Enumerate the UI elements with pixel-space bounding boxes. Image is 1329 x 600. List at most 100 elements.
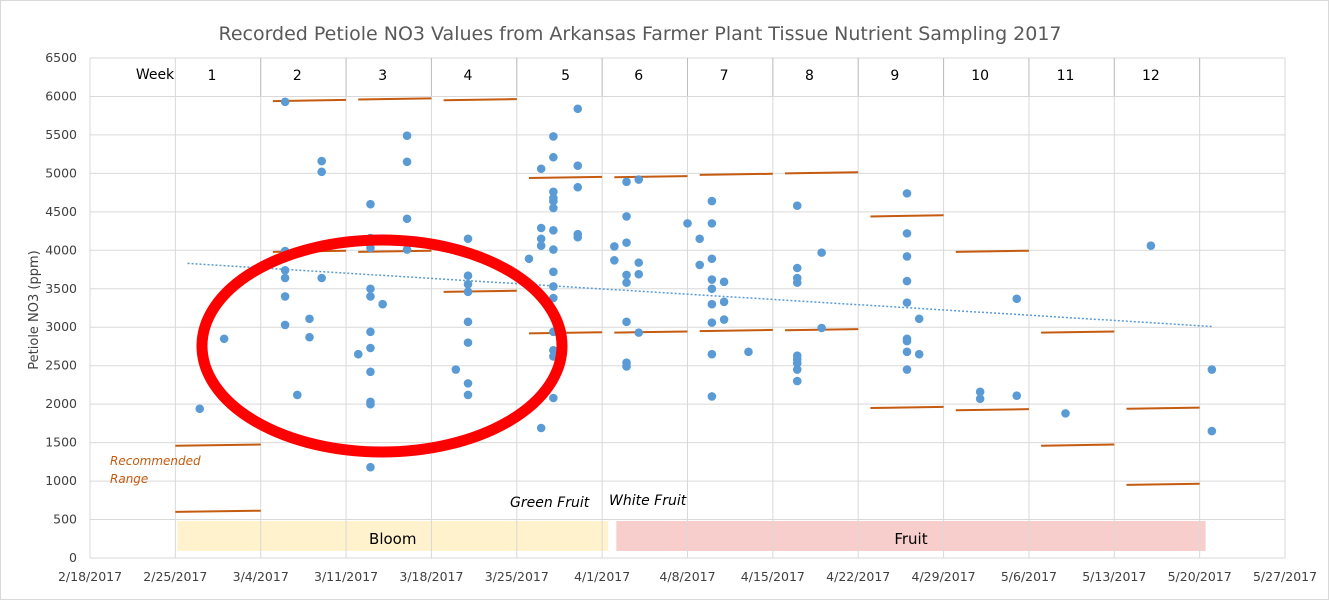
x-tick-8: 4/15/2017 <box>741 569 805 584</box>
data-point <box>707 219 717 228</box>
data-point <box>463 271 473 280</box>
data-point <box>902 276 912 286</box>
data-point <box>902 365 912 374</box>
data-point <box>463 379 473 388</box>
data-point <box>744 347 753 357</box>
data-point <box>902 189 912 198</box>
y-tick-9: 4500 <box>45 204 77 219</box>
data-point <box>610 242 619 251</box>
y-axis-label: Petiole NO3 (ppm) <box>27 250 42 369</box>
y-tick-labels: 0 500 1000 1500 2000 2500 3000 3500 4000 4500 5000… <box>45 50 77 565</box>
data-point <box>634 269 644 279</box>
data-point <box>402 245 412 254</box>
data-point <box>549 282 558 291</box>
data-point <box>719 297 729 307</box>
band-0 <box>177 521 609 551</box>
data-point <box>549 245 558 254</box>
data-point <box>280 292 290 301</box>
data-point <box>366 292 375 301</box>
data-point <box>549 226 558 235</box>
range-low-5 <box>614 330 688 334</box>
data-point <box>707 392 717 401</box>
data-point <box>902 252 912 261</box>
x-tick-9: 4/22/2017 <box>826 569 890 584</box>
week-label-10: 10 <box>971 68 989 84</box>
x-tick-7: 4/8/2017 <box>659 569 715 584</box>
data-point <box>305 314 314 324</box>
data-point <box>573 104 583 114</box>
data-point <box>317 273 326 283</box>
recommended-range-note-line2: Range <box>110 472 148 486</box>
data-point <box>792 201 802 210</box>
y-tick-0: 0 <box>69 550 77 565</box>
y-tick-10: 5000 <box>45 165 77 180</box>
data-point <box>707 254 717 264</box>
data-point <box>622 212 631 221</box>
data-point <box>817 248 826 257</box>
data-point <box>463 317 473 327</box>
data-point <box>549 196 558 206</box>
data-point <box>549 267 558 277</box>
data-point <box>1207 426 1217 436</box>
data-point <box>902 229 912 238</box>
week-label-11: 11 <box>1057 68 1075 84</box>
band-label-0: Bloom <box>369 530 416 548</box>
data-point <box>195 404 205 414</box>
recommended-range-note-line1: Recommended <box>110 454 201 468</box>
chart-title: Recorded Petiole NO3 Values from Arkansa… <box>218 23 1061 45</box>
week-label-2: 2 <box>293 68 302 84</box>
week-dividers <box>260 58 1201 96</box>
data-point <box>622 177 631 187</box>
week-labels: Week 1 2 3 4 5 6 7 8 9 10 11 12 <box>136 67 1160 84</box>
data-point <box>378 299 387 309</box>
trend-line <box>187 262 1212 328</box>
data-point <box>610 256 619 265</box>
data-point <box>463 279 473 289</box>
data-point <box>549 203 558 213</box>
data-point <box>683 219 692 228</box>
data-point <box>549 187 558 197</box>
data-point <box>366 284 375 294</box>
y-tick-2: 1000 <box>45 473 77 488</box>
x-tick-5: 3/25/2017 <box>485 569 549 584</box>
data-point <box>792 278 802 287</box>
data-point <box>353 349 363 359</box>
green-fruit-label: Green Fruit <box>510 495 590 511</box>
data-point <box>280 273 290 283</box>
data-point <box>536 223 546 233</box>
data-point <box>707 299 717 309</box>
y-tick-4: 2000 <box>45 396 77 411</box>
band-label-1: Fruit <box>894 530 927 548</box>
week-header: Week <box>136 67 175 83</box>
week-label-5: 5 <box>561 68 570 84</box>
data-point <box>622 278 631 287</box>
range-low-6 <box>699 328 773 333</box>
y-tick-13: 6500 <box>45 50 77 65</box>
x-tick-6: 4/1/2017 <box>574 569 630 584</box>
data-point <box>719 315 729 324</box>
data-points <box>195 97 1217 472</box>
week-label-9: 9 <box>890 68 899 84</box>
data-point <box>317 156 326 166</box>
data-point <box>622 270 631 280</box>
range-high-7 <box>785 171 859 175</box>
data-point <box>463 287 473 297</box>
data-point <box>707 318 717 327</box>
data-point <box>902 298 912 307</box>
range-high-9 <box>955 249 1029 253</box>
x-tick-14: 5/27/2017 <box>1253 569 1317 584</box>
data-point <box>1061 409 1070 418</box>
data-point <box>366 462 375 472</box>
data-point <box>366 343 375 353</box>
data-point <box>549 393 558 403</box>
data-point <box>366 327 375 337</box>
range-high-0 <box>175 443 261 447</box>
data-point <box>366 367 375 377</box>
range-low-0 <box>175 509 261 513</box>
range-low-8 <box>870 405 944 409</box>
data-point <box>792 263 802 273</box>
x-tick-3: 3/11/2017 <box>314 569 378 584</box>
week-label-8: 8 <box>805 68 814 84</box>
data-point <box>634 175 644 184</box>
